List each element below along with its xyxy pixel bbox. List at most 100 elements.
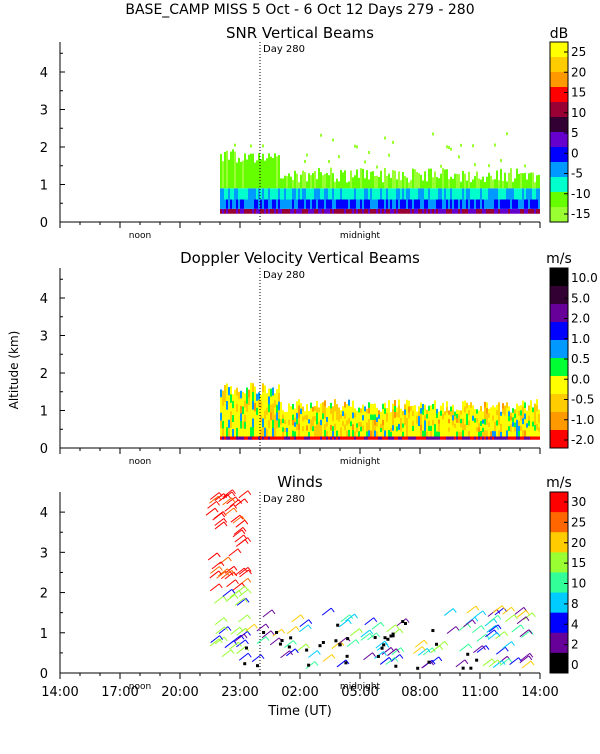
doppler-cell <box>388 412 390 419</box>
doppler-cell <box>262 392 264 402</box>
doppler-cell <box>536 417 538 425</box>
snr-cell <box>446 188 448 200</box>
doppler-cell <box>396 412 398 418</box>
doppler-cell <box>374 408 376 415</box>
snr-cell <box>376 175 378 189</box>
wind-barb <box>247 614 251 620</box>
wind-barb <box>511 641 515 646</box>
snr-cell <box>424 188 426 200</box>
doppler-cell <box>268 388 270 397</box>
wind-barb <box>497 624 502 630</box>
snr-cell <box>520 208 522 214</box>
doppler-cell <box>358 421 360 428</box>
snr-cell <box>234 199 236 209</box>
wind-barb <box>236 639 246 648</box>
doppler-cell <box>496 436 498 440</box>
doppler-cell <box>352 424 354 431</box>
doppler-cell <box>398 411 400 419</box>
doppler-cell <box>278 436 280 440</box>
doppler-cell <box>250 400 252 410</box>
snr-cell <box>498 199 500 209</box>
snr-cell <box>454 173 456 189</box>
snr-cell <box>300 188 302 200</box>
doppler-cell <box>228 411 230 421</box>
snr-cell <box>314 188 316 200</box>
doppler-cell <box>386 412 388 418</box>
snr-cell <box>412 199 414 209</box>
snr-cell <box>324 208 326 214</box>
doppler-cell <box>342 426 344 432</box>
doppler-cell <box>302 431 304 437</box>
doppler-cell <box>288 408 290 415</box>
snr-cell <box>508 188 510 200</box>
doppler-cell <box>494 426 496 432</box>
snr-cell <box>324 199 326 209</box>
wind-barb <box>235 585 246 594</box>
snr-cell <box>502 208 504 214</box>
doppler-cell <box>322 419 324 426</box>
doppler-cell <box>352 436 354 440</box>
wind-barb <box>242 527 247 532</box>
snr-cell <box>392 140 394 144</box>
doppler-cell <box>352 406 354 413</box>
snr-cell <box>528 199 530 209</box>
doppler-cell <box>244 436 246 440</box>
wind-barb <box>216 570 226 579</box>
wind-barb <box>214 507 219 513</box>
doppler-cell <box>354 412 356 419</box>
doppler-cell <box>452 410 454 416</box>
doppler-cell <box>222 413 224 422</box>
doppler-cell <box>516 430 518 437</box>
snr-cell <box>488 208 490 214</box>
wind-barb <box>289 650 293 656</box>
colorbar-swatch <box>550 117 568 133</box>
wind-barb <box>241 529 246 535</box>
wind-calm-marker <box>461 666 465 670</box>
doppler-cell <box>462 401 464 408</box>
doppler-cell <box>332 431 334 437</box>
doppler-cell <box>440 410 442 417</box>
wind-barb <box>243 633 248 639</box>
doppler-cell <box>294 426 296 432</box>
snr-cell <box>488 188 490 200</box>
snr-cell <box>308 173 310 189</box>
colorbar-swatch <box>550 358 568 377</box>
doppler-cell <box>416 427 418 433</box>
doppler-cell <box>250 391 252 401</box>
doppler-cell <box>490 426 492 432</box>
doppler-cell <box>456 436 458 440</box>
snr-cell <box>232 199 234 209</box>
doppler-cell <box>364 426 366 432</box>
wind-barb <box>497 659 502 665</box>
doppler-cell <box>452 420 454 427</box>
doppler-cell <box>320 419 322 426</box>
snr-cell <box>236 162 238 189</box>
snr-cell <box>342 172 344 189</box>
snr-cell <box>456 188 458 200</box>
doppler-cell <box>524 407 526 415</box>
doppler-cell <box>308 431 310 437</box>
snr-cell <box>436 199 438 209</box>
doppler-cell <box>280 402 282 409</box>
wind-calm-marker <box>346 637 350 641</box>
snr-cell <box>514 178 516 189</box>
colorbar-swatch <box>550 132 568 148</box>
doppler-cell <box>368 413 370 420</box>
wind-barb <box>222 588 233 597</box>
doppler-cell <box>240 390 242 399</box>
y-tick-label: 2 <box>40 587 48 602</box>
doppler-cell <box>454 423 456 429</box>
snr-cell <box>514 199 516 209</box>
colorbar-swatch <box>550 430 568 449</box>
snr-cell <box>382 208 384 214</box>
doppler-cell <box>260 408 262 416</box>
colorbar-label: 20 <box>571 65 586 79</box>
wind-barb <box>241 515 246 521</box>
doppler-cell <box>324 406 326 413</box>
snr-cell <box>224 208 226 214</box>
snr-cell <box>262 199 264 209</box>
doppler-cell <box>314 421 316 427</box>
snr-cell <box>392 170 394 189</box>
doppler-cell <box>506 413 508 420</box>
